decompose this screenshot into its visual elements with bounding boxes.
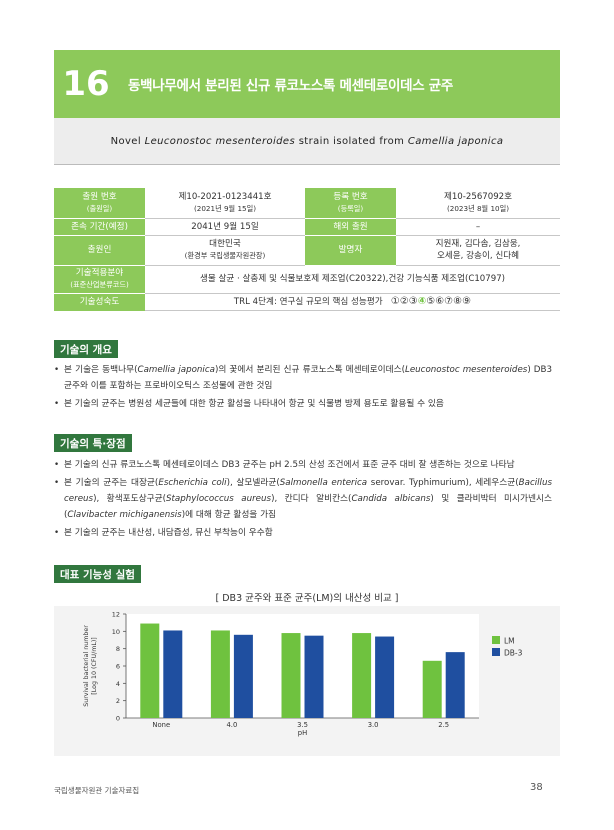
legend-swatch	[492, 648, 500, 656]
trl-level: ⑧	[453, 295, 463, 307]
chart-title: [ DB3 균주와 표준 균주(LM)의 내산성 비교 ]	[215, 593, 399, 604]
reg-no-value: 제10-2567092호 (2023년 8월 10일)	[396, 188, 560, 219]
app-no-value: 제10-2021-0123441호 (2021년 9월 15일)	[145, 188, 305, 219]
chart-panel: 0 2 4 6 8 10 12 Survival bacterial number [Log 1…	[54, 606, 560, 756]
bar-chart: 0 2 4 6 8 10 12 Survival bacterial number [Log 1…	[83, 611, 523, 738]
trl-level: ①	[390, 295, 400, 307]
y-axis-label: [Log 10 (CFU/mL)]	[91, 637, 98, 694]
x-tick-label: 3.5	[297, 721, 308, 729]
bar-lm	[422, 660, 442, 718]
trl-level: ⑤	[426, 295, 436, 307]
y-tick-label: 4	[116, 680, 120, 688]
overview-list: 본 기술은 동백나무(Camellia japonica)의 꽃에서 분리된 신…	[54, 362, 552, 414]
page-title: 동백나무에서 분리된 신규 류코노스톡 메센테로이데스 균주	[128, 78, 453, 94]
x-axis-label: pH	[298, 729, 307, 737]
y-tick-label: 6	[116, 663, 120, 671]
legend-label: LM	[504, 637, 515, 646]
overseas-value: –	[396, 218, 560, 236]
list-item: 본 기술의 균주는 병원성 세균들에 대한 항균 활성을 나타내어 항균 및 식…	[54, 396, 552, 412]
bar-lm	[352, 633, 372, 718]
bar-db3	[304, 635, 324, 718]
bar-db3	[163, 630, 183, 718]
x-tick-label: None	[152, 721, 170, 729]
list-item: 본 기술의 균주는 대장균(Escherichia coli), 살모넬라균(S…	[54, 475, 552, 523]
english-subtitle: Novel Leuconostoc mesenteroides strain i…	[54, 118, 560, 165]
x-tick-label: 4.0	[226, 721, 237, 729]
trl-level: ⑦	[444, 295, 454, 307]
legend-swatch	[492, 636, 500, 644]
list-item: 본 기술의 신규 류코노스톡 메센테로이데스 DB3 균주는 pH 2.5의 산…	[54, 457, 552, 473]
subtitle-text: Novel	[110, 135, 142, 147]
reg-no-label: 등록 번호 (등록일)	[305, 188, 396, 219]
trl-level: ②	[399, 295, 409, 307]
subtitle-species: Camellia japonica	[407, 135, 504, 147]
features-heading: 기술의 특·장점	[54, 434, 132, 452]
y-tick-label: 0	[116, 715, 120, 723]
tech-number: 16	[62, 64, 110, 104]
y-tick-label: 2	[116, 697, 120, 705]
footer-publication: 국립생물자원관 기술자료집	[54, 786, 140, 795]
trl-level: ⑥	[435, 295, 445, 307]
bar-db3	[233, 634, 253, 718]
bar-lm	[281, 633, 301, 718]
applicant-value: 대한민국 (환경부 국립생물자원관장)	[145, 235, 305, 266]
trl-level: ④	[417, 295, 427, 307]
patent-info-table: 출원 번호 (출원일) 제10-2021-0123441호 (2021년 9월 15…	[54, 188, 560, 311]
inventor-label: 발명자	[305, 235, 396, 266]
overview-heading: 기술의 개요	[54, 340, 118, 358]
app-no-label: 출원 번호 (출원일)	[54, 188, 145, 219]
features-list: 본 기술의 신규 류코노스톡 메센테로이데스 DB3 균주는 pH 2.5의 산…	[54, 457, 552, 543]
field-label: 기술적용분야 (표준산업분류코드)	[54, 265, 145, 294]
maturity-value: TRL 4단계: 연구실 규모의 핵심 성능평가 ①②③④⑤⑥⑦⑧⑨	[145, 293, 560, 311]
bar-lm	[210, 630, 230, 718]
period-value: 2041년 9월 15일	[145, 218, 305, 236]
bar-lm	[140, 623, 160, 718]
title-banner: 16 동백나무에서 분리된 신규 류코노스톡 메센테로이데스 균주	[54, 50, 560, 118]
field-value: 생물 살균 · 살충제 및 식물보호제 제조업(C20322),건강 기능식품 …	[145, 265, 560, 294]
trl-scale: ①②③④⑤⑥⑦⑧⑨	[390, 295, 472, 307]
applicant-label: 출원인	[54, 235, 145, 266]
x-tick-label: 3.0	[368, 721, 379, 729]
bar-db3	[375, 636, 395, 718]
subtitle-text: strain isolated from	[298, 135, 405, 147]
list-item: 본 기술의 균주는 내산성, 내담즙성, 뮤신 부착능이 우수함	[54, 525, 552, 541]
x-tick-label: 2.5	[438, 721, 449, 729]
y-tick-label: 8	[116, 645, 120, 653]
bar-db3	[445, 652, 465, 718]
y-tick-label: 10	[112, 628, 120, 636]
overseas-label: 해외 출원	[305, 218, 396, 236]
legend-label: DB-3	[504, 649, 523, 658]
subtitle-species: Leuconostoc mesenteroides	[144, 135, 296, 147]
experiment-heading: 대표 기능성 실험	[54, 565, 141, 583]
y-tick-label: 12	[112, 611, 120, 619]
page-number: 38	[530, 782, 543, 793]
plot-area	[126, 614, 479, 718]
y-axis-label: Survival bacterial number	[83, 625, 90, 707]
trl-level: ③	[408, 295, 418, 307]
list-item: 본 기술은 동백나무(Camellia japonica)의 꽃에서 분리된 신…	[54, 362, 552, 394]
period-label: 존속 기간(예정)	[54, 218, 145, 236]
trl-level: ⑨	[462, 295, 472, 307]
maturity-label: 기술성숙도	[54, 293, 145, 311]
inventor-value: 지원재, 김다솜, 김삼웅, 오세윤, 강송이, 신다혜	[396, 235, 560, 266]
